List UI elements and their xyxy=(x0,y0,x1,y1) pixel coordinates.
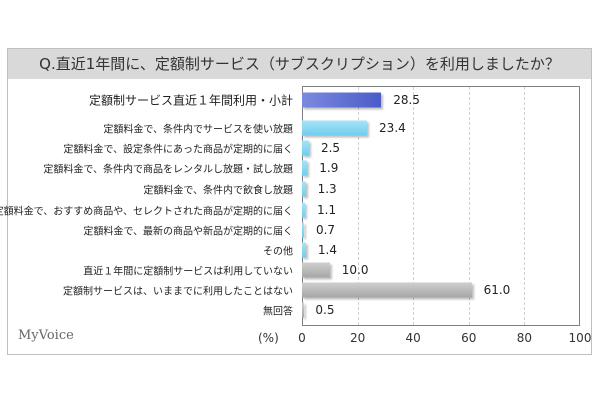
category-label: 定額料金で、条件内でサービスを使い放題 xyxy=(103,124,293,136)
value-label: 1.1 xyxy=(317,203,337,217)
x-tick-label: 60 xyxy=(461,331,477,345)
bar xyxy=(302,262,330,278)
value-label: 61.0 xyxy=(483,283,511,297)
chart-frame xyxy=(7,48,592,355)
x-tick-label: 20 xyxy=(349,331,366,345)
category-label: 定額料金で、おすすめ商品や、セレクトされた商品が定期的に届く xyxy=(0,206,293,218)
value-label: 0.7 xyxy=(315,223,336,237)
category-label: 定額料金で、最新の商品や新品が定期的に届く xyxy=(83,226,293,238)
bar xyxy=(302,160,308,176)
bar xyxy=(302,181,306,197)
bar xyxy=(302,242,306,258)
category-label: 直近１年間に定額制サービスは利用していない xyxy=(83,266,293,278)
bar xyxy=(302,140,309,156)
brand-logo: MyVoice xyxy=(18,328,74,343)
value-label: 28.5 xyxy=(393,93,420,107)
bar xyxy=(302,222,304,238)
value-label: 2.5 xyxy=(320,141,341,155)
x-tick-label: 100 xyxy=(568,331,592,345)
gridline xyxy=(468,87,470,325)
value-label: 0.5 xyxy=(315,303,335,317)
bar xyxy=(302,92,382,108)
value-label: 1.4 xyxy=(317,243,337,257)
category-label: 定額制サービス直近１年間利用・小計 xyxy=(88,93,293,108)
value-label: 10.0 xyxy=(341,263,369,277)
x-tick-label: 40 xyxy=(405,331,421,345)
chart-title: Q.直近1年間に、定額制サービス（サブスクリプション）を利用しましたか？ xyxy=(8,49,591,79)
gridline xyxy=(413,87,415,325)
category-label: 定額料金で、条件内で商品をレンタルし放題・試し放題 xyxy=(43,164,293,176)
bar xyxy=(302,302,304,318)
bar xyxy=(302,282,472,298)
x-tick-label: 0 xyxy=(298,331,306,345)
x-tick-label: 80 xyxy=(516,331,533,345)
category-label: 定額料金で、設定条件にあった商品が定期的に届く xyxy=(63,144,293,156)
bar xyxy=(302,120,368,136)
bar xyxy=(302,202,306,218)
value-label: 1.9 xyxy=(319,161,339,175)
category-label: その他 xyxy=(263,246,293,258)
unit-label: (%) xyxy=(258,331,279,345)
value-label: 23.4 xyxy=(379,121,406,135)
value-label: 1.3 xyxy=(317,182,337,196)
category-label: 定額料金で、条件内で飲食し放題 xyxy=(143,185,293,197)
gridline xyxy=(357,87,359,325)
category-label: 無回答 xyxy=(263,306,293,318)
gridline xyxy=(524,87,526,325)
category-label: 定額制サービスは、いままでに利用したことはない xyxy=(63,286,293,298)
